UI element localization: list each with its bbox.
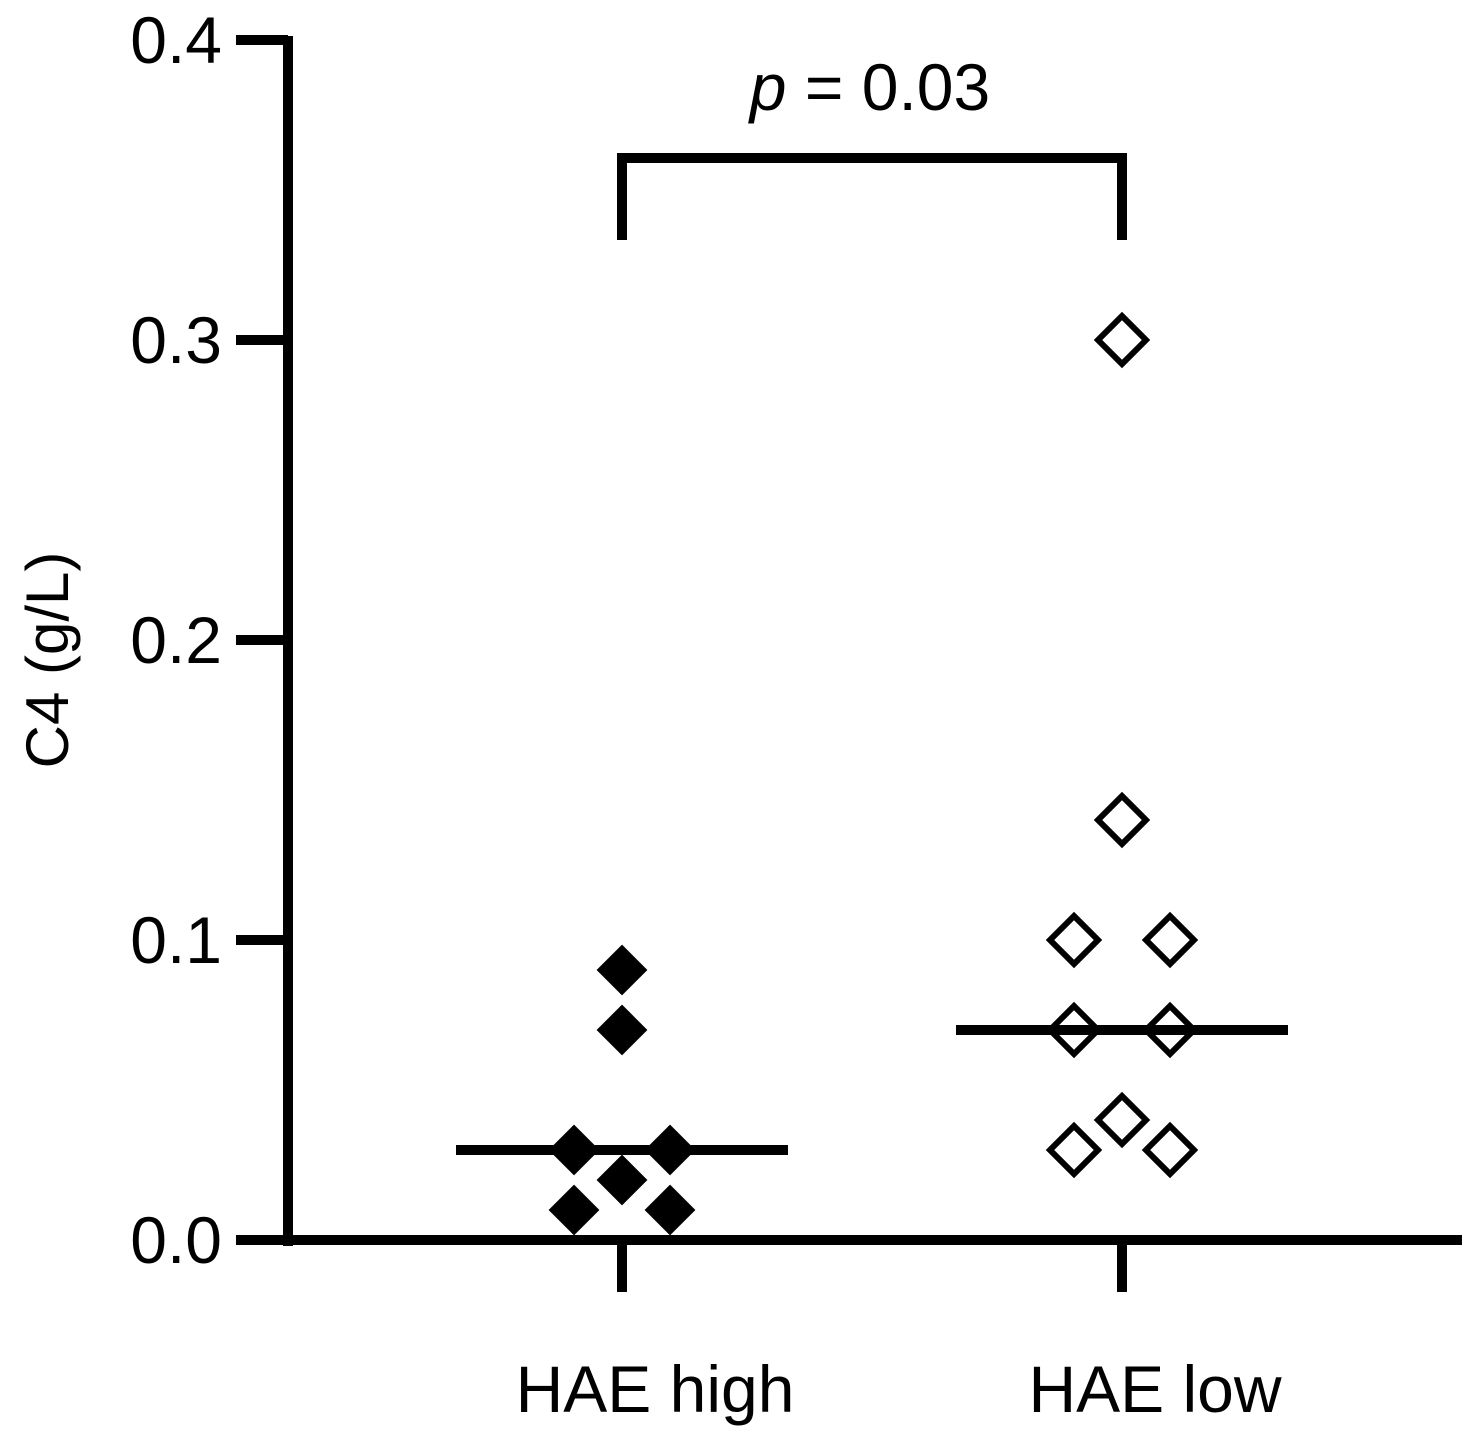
data-point [1045,1121,1103,1179]
data-point [548,1184,600,1236]
data-point [1093,311,1151,369]
data-point [1093,1091,1151,1149]
y-axis-title: C4 (g/L) [14,552,81,769]
x-tick-label: HAE high [516,1352,795,1426]
data-point [1093,791,1151,849]
data-point [1045,911,1103,969]
data-point [596,944,648,996]
significance-bracket [617,153,1127,240]
data-point [596,1154,648,1206]
data-point [1141,911,1199,969]
data-point [644,1184,696,1236]
data-points [456,311,1288,1236]
p-value-text: = 0.03 [787,50,991,124]
labels: 0.0 0.1 0.2 0.3 0.4 HAE high HAE low [130,3,1282,1426]
y-tick-label: 0.1 [130,903,222,977]
p-value-annotation: p = 0.03 [748,50,990,124]
axes [236,35,1462,1292]
p-symbol: p [748,50,787,124]
data-point [1141,1121,1199,1179]
y-tick-label: 0.4 [130,3,222,77]
x-tick-label: HAE low [1028,1352,1281,1426]
y-tick-label: 0.0 [130,1203,222,1277]
y-tick-label: 0.3 [130,303,222,377]
y-tick-label: 0.2 [130,603,222,677]
data-point [596,1004,648,1056]
